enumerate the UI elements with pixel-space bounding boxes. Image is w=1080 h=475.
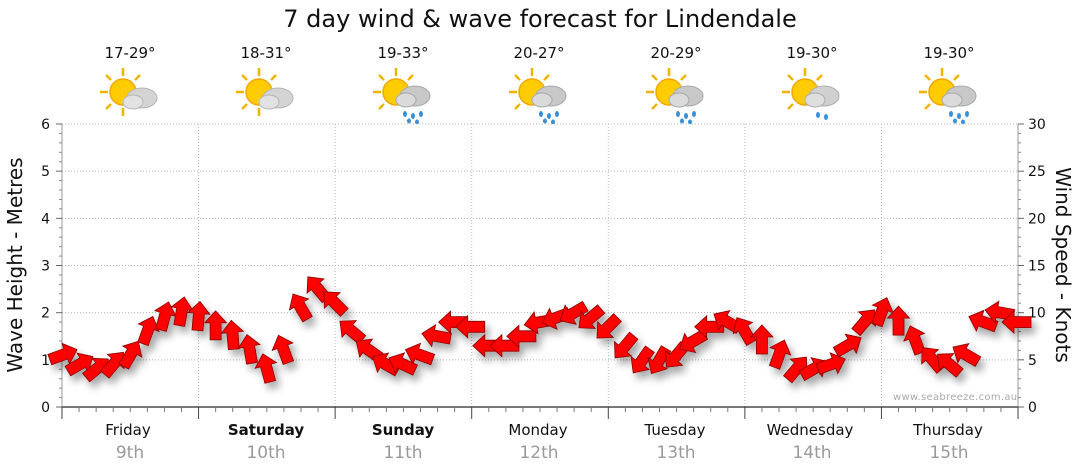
wind-arrow [388,352,419,376]
wind-arrow [421,323,452,348]
wind-arrow [404,342,436,366]
wind-arrow [559,300,589,325]
y-tick-label: 5 [41,164,50,180]
day-label: Tuesday [644,421,706,439]
wind-arrow [782,356,808,384]
wind-arrow [768,339,792,370]
wind-arrow [170,296,194,327]
wind-arrow [936,353,964,378]
wind-arrow [220,319,245,351]
wind-arrow [578,304,606,329]
date-label: 14th [792,443,832,463]
date-label: 9th [115,443,145,463]
wind-arrow [630,345,655,374]
day-label: Thursday [913,421,983,439]
sun-cloud-icon [100,68,158,116]
wind-arrow [952,342,982,367]
wind-arrow [187,300,211,332]
sun-cloud-rain-icon [509,68,567,124]
date-label: 10th [246,443,286,463]
date-label: 12th [519,443,559,463]
wind-arrow [288,293,313,323]
temp-label: 17-29° [104,44,156,62]
wind-arrow [613,331,639,359]
day-label: Friday [105,421,151,439]
y2-tick-label: 30 [1028,117,1046,133]
temp-label: 19-30° [786,44,838,62]
wind-arrow [254,353,278,384]
chart-title: 7 day wind & wave forecast for Lindendal… [283,5,797,33]
wind-arrow [323,291,349,317]
wind-arrow [339,320,367,345]
y2-axis-label: Wind Speed - Knots [1051,167,1075,363]
wind-arrow [832,333,862,358]
sun-cloud-icon [236,68,294,116]
y-tick-label: 0 [41,400,50,416]
wind-arrow [871,297,894,328]
wind-arrow [647,345,672,375]
wind-arrow [732,317,757,347]
day-label: Monday [508,421,568,439]
wind-arrow [271,334,295,366]
y2-tick-label: 20 [1028,211,1046,227]
sun-cloud-rain-icon [919,68,977,124]
wind-arrow [137,315,160,347]
wind-arrow [153,301,177,332]
temp-label: 19-30° [923,44,975,62]
y-tick-label: 3 [41,259,50,275]
y-tick-label: 6 [41,117,50,133]
credit-watermark: www.seabreeze.com.au [893,392,1018,403]
y-axis-label: Wave Height - Metres [3,157,27,373]
date-label: 13th [656,443,696,463]
wind-arrow [203,310,228,341]
wind-arrow [237,334,261,365]
sun-cloud-rain-icon [646,68,704,124]
wind-arrow [749,324,774,355]
sun-cloud-rain-icon [373,68,431,124]
y2-tick-label: 25 [1028,164,1046,180]
temp-label: 19-33° [377,44,429,62]
date-label: 15th [929,443,969,463]
wind-arrow [455,314,486,339]
temp-label: 20-29° [650,44,702,62]
date-label: 11th [383,443,423,463]
wind-arrow [815,352,846,375]
y2-tick-label: 0 [1028,400,1037,416]
y-tick-label: 2 [41,306,50,322]
y2-tick-label: 10 [1028,306,1046,322]
y2-tick-label: 15 [1028,259,1046,275]
y-tick-label: 4 [41,211,50,227]
wind-arrow [596,313,622,339]
wind-arrow [1001,310,1032,335]
day-label: Wednesday [766,421,854,439]
sun-cloud-light-rain-icon [782,68,840,120]
temp-label: 18-31° [240,44,292,62]
temp-label: 20-27° [513,44,565,62]
wind-arrow [886,305,911,336]
day-label: Sunday [371,421,435,439]
day-label: Saturday [227,421,305,439]
y2-tick-label: 5 [1028,353,1037,369]
y-tick-label: 1 [41,353,50,369]
wind-arrow [118,340,143,370]
wind-arrow [47,342,78,366]
wind-arrow [64,352,94,377]
